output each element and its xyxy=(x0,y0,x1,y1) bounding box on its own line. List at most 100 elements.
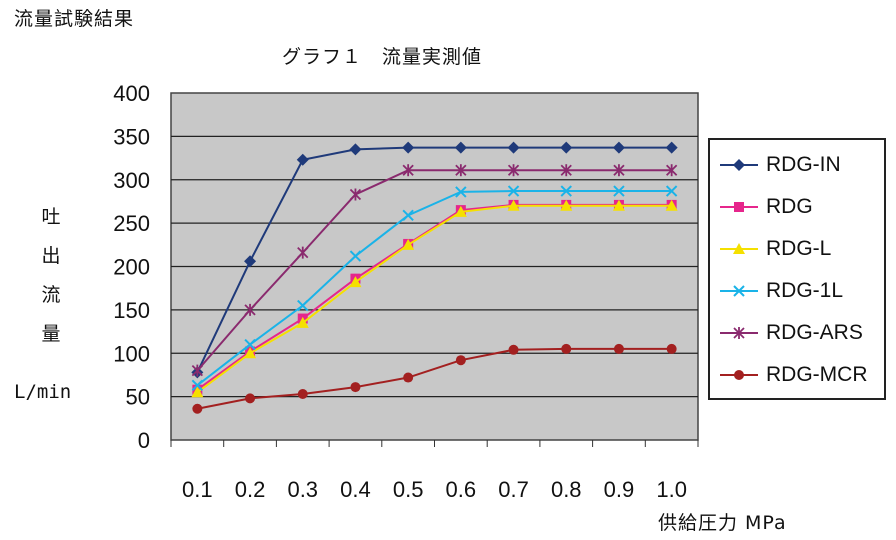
data-point xyxy=(665,141,678,154)
y-tick-label: 150 xyxy=(113,298,150,323)
data-point xyxy=(244,255,257,268)
legend-swatch xyxy=(720,327,758,339)
data-point xyxy=(665,185,678,197)
legend-label: RDG-IN xyxy=(766,153,841,176)
legend-item: RDG-MCR xyxy=(718,360,867,390)
x-tick-label: 0.1 xyxy=(182,477,213,502)
x-tick-label: 1.0 xyxy=(656,477,687,502)
y-tick-label: 300 xyxy=(113,168,150,193)
data-point xyxy=(454,205,467,217)
data-point xyxy=(613,164,625,177)
data-point xyxy=(349,143,362,156)
data-point xyxy=(244,347,257,359)
legend-swatch xyxy=(720,202,758,212)
data-point xyxy=(613,343,624,354)
legend-item: RDG-ARS xyxy=(718,318,863,348)
data-point xyxy=(296,153,309,166)
y-axis-label-char: 吐 xyxy=(41,206,61,228)
x-tick-label: 0.3 xyxy=(287,477,318,502)
data-point xyxy=(402,141,415,154)
legend-marker xyxy=(733,243,745,254)
y-axis-label: 吐出流量 xyxy=(40,198,62,354)
x-tick-label: 0.9 xyxy=(604,477,635,502)
data-point xyxy=(245,393,256,404)
legend-label: RDG xyxy=(766,195,813,218)
data-point xyxy=(296,316,309,328)
y-tick-label: 250 xyxy=(113,211,150,236)
data-point xyxy=(560,141,573,154)
y-tick-label: 400 xyxy=(113,81,150,106)
y-axis-unit: L/min xyxy=(14,381,72,403)
series-line-rdg-1l xyxy=(196,190,672,387)
legend-label: RDG-1L xyxy=(766,279,844,302)
legend-label: RDG-ARS xyxy=(766,321,863,344)
x-axis-label: 供給圧力 MPa xyxy=(658,512,787,534)
series-line-rdg-l xyxy=(196,204,672,394)
data-point xyxy=(191,386,204,398)
page-title: 流量試験結果 xyxy=(14,8,135,30)
y-tick-label: 50 xyxy=(126,385,150,410)
y-tick-label: 100 xyxy=(113,341,150,366)
data-point xyxy=(402,209,414,222)
data-point xyxy=(297,246,309,259)
data-point xyxy=(507,185,520,197)
data-point xyxy=(297,299,309,312)
data-point xyxy=(507,141,520,154)
y-tick-label: 200 xyxy=(113,255,150,280)
data-point xyxy=(244,303,256,316)
y-axis-label-char: 流 xyxy=(41,284,61,306)
data-point xyxy=(560,164,572,177)
legend-swatch xyxy=(720,159,758,171)
legend-swatch xyxy=(720,285,758,297)
graph-title: グラフ１ 流量実測値 xyxy=(282,46,483,68)
data-point xyxy=(192,403,203,414)
data-point xyxy=(402,164,414,177)
legend-marker xyxy=(733,285,745,297)
data-point xyxy=(455,164,467,177)
data-point xyxy=(349,250,362,262)
data-point xyxy=(403,372,414,383)
legend-item: RDG xyxy=(718,192,813,222)
legend-item: RDG-L xyxy=(718,234,831,264)
data-point xyxy=(191,379,204,392)
series-line-rdg-in xyxy=(196,146,672,373)
legend-marker xyxy=(733,159,745,171)
data-point xyxy=(402,238,415,250)
legend-swatch xyxy=(720,370,758,380)
legend-swatch xyxy=(720,243,758,254)
data-point xyxy=(665,199,678,211)
data-point xyxy=(349,276,362,288)
legend-label: RDG-MCR xyxy=(766,363,868,386)
legend-label: RDG-L xyxy=(766,237,832,260)
data-point xyxy=(613,185,625,197)
legend-marker xyxy=(734,370,744,380)
data-point xyxy=(507,164,520,177)
data-point xyxy=(244,338,256,351)
x-tick-label: 0.7 xyxy=(498,477,529,502)
data-point xyxy=(297,389,308,400)
data-point xyxy=(612,141,625,154)
data-point xyxy=(666,164,678,177)
legend: RDG-IN RDG RDG-L RDG-1L RDG-ARS RDG-MCR xyxy=(708,138,886,400)
x-tick-label: 0.6 xyxy=(446,477,477,502)
series-line-rdg-ars xyxy=(196,169,672,372)
y-tick-label: 350 xyxy=(113,124,150,149)
data-point xyxy=(666,343,677,354)
legend-marker xyxy=(734,202,744,212)
legend-item: RDG-IN xyxy=(718,150,841,180)
series-line-rdg-mcr xyxy=(197,347,672,410)
data-point xyxy=(191,364,203,377)
data-point xyxy=(454,141,467,154)
data-point xyxy=(455,186,467,198)
y-axis-label-char: 量 xyxy=(41,323,61,345)
x-tick-label: 0.4 xyxy=(340,477,371,502)
y-axis-label-char: 出 xyxy=(41,245,61,267)
data-point xyxy=(561,343,572,354)
x-tick-label: 0.2 xyxy=(235,477,266,502)
data-point xyxy=(507,199,520,211)
data-point xyxy=(455,355,466,366)
legend-item: RDG-1L xyxy=(718,276,843,306)
data-point xyxy=(612,199,625,211)
data-point xyxy=(508,344,519,355)
